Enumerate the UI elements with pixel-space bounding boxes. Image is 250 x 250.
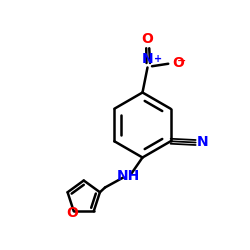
Text: O: O <box>172 56 184 70</box>
Text: N: N <box>142 52 153 66</box>
Text: NH: NH <box>117 169 140 183</box>
Text: +: + <box>154 54 162 64</box>
Text: −: − <box>177 56 186 66</box>
Text: O: O <box>141 32 153 46</box>
Text: N: N <box>197 136 208 149</box>
Text: O: O <box>66 206 78 220</box>
